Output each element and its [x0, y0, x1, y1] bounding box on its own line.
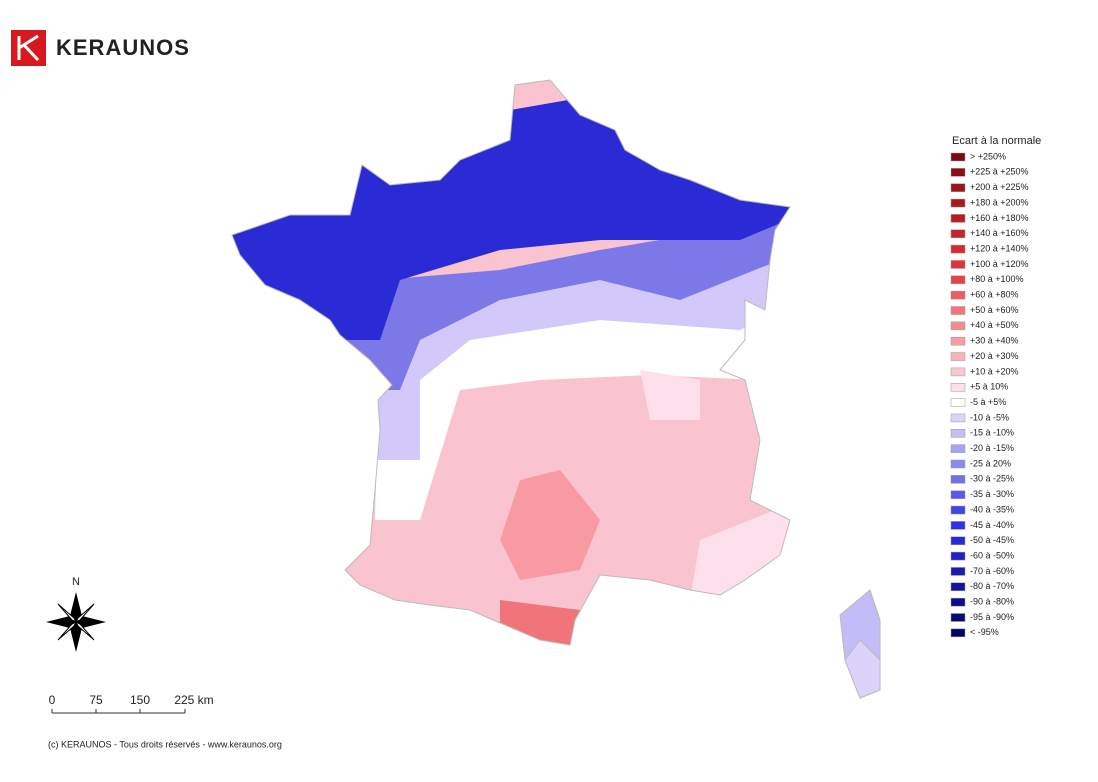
legend-title: Ecart à la normale: [952, 135, 1041, 147]
legend-label: +160 à +180%: [970, 213, 1029, 223]
legend-swatch: [950, 306, 966, 315]
legend-label: -20 à -15%: [970, 443, 1014, 453]
legend-label: > +250%: [970, 151, 1006, 161]
brand: KERAUNOS: [56, 35, 190, 60]
legend-label: -30 à -25%: [970, 474, 1014, 484]
legend-swatch: [950, 459, 966, 469]
logo: KERAUNOS: [11, 30, 190, 66]
legend-swatch: [950, 398, 966, 407]
legend-label: +100 à +120%: [970, 259, 1029, 269]
north-label: N: [72, 576, 80, 588]
legend-label: +10 à +20%: [970, 366, 1019, 376]
legend-swatch: [950, 551, 966, 561]
legend-swatch: [950, 367, 966, 377]
legend-label: -40 à -35%: [970, 504, 1014, 514]
legend-label: -25 à 20%: [970, 458, 1011, 468]
legend-label: -50 à -45%: [970, 535, 1014, 545]
legend-label: +5 à 10%: [970, 382, 1008, 392]
legend-label: -5 à +5%: [970, 397, 1006, 407]
legend-label: -60 à -50%: [970, 550, 1014, 560]
legend: Ecart à la normale > +250% +225 à +250% +2…: [950, 135, 1041, 638]
legend-swatch: [950, 383, 966, 392]
legend-swatch: [950, 244, 966, 254]
legend-label: +50 à +60%: [970, 305, 1019, 315]
legend-swatch: [950, 229, 966, 238]
legend-label: +20 à +30%: [970, 351, 1019, 361]
legend-label: -80 à -70%: [970, 581, 1014, 591]
legend-label: -45 à -40%: [970, 520, 1014, 530]
scale-label: 75: [89, 693, 103, 707]
legend-swatch: [950, 275, 966, 285]
legend-swatch: [950, 321, 966, 331]
legend-swatch: [950, 475, 966, 484]
legend-label: -90 à -80%: [970, 597, 1014, 607]
legend-label: -10 à -5%: [970, 412, 1009, 422]
scale-label: 150: [130, 693, 150, 707]
legend-label: +120 à +140%: [970, 243, 1029, 253]
legend-swatch: [950, 336, 966, 346]
copyright: (c) KERAUNOS - Tous droits réservés - ww…: [48, 739, 282, 749]
legend-label: < -95%: [970, 627, 999, 637]
legend-swatch: [950, 260, 966, 269]
legend-label: +225 à +250%: [970, 167, 1029, 177]
legend-label: +30 à +40%: [970, 336, 1019, 346]
legend-label: +60 à +80%: [970, 290, 1019, 300]
france-map: [232, 80, 790, 645]
france-outline: [231, 79, 791, 646]
legend-swatch: [950, 444, 966, 453]
legend-label: +140 à +160%: [970, 228, 1029, 238]
legend-swatch: [950, 490, 966, 499]
legend-swatch: [950, 597, 966, 607]
scale-bar: 0 75 150 225 km: [49, 693, 214, 714]
legend-swatch: [950, 521, 966, 530]
legend-swatch: [950, 613, 966, 622]
legend-swatch: [950, 429, 966, 438]
legend-label: -35 à -30%: [970, 489, 1014, 499]
legend-label: +200 à +225%: [970, 182, 1029, 192]
legend-swatch: [950, 152, 966, 162]
compass: N: [46, 576, 106, 652]
legend-swatch: [950, 536, 966, 545]
legend-label: +40 à +50%: [970, 320, 1019, 330]
legend-swatch: [950, 413, 966, 423]
legend-swatch: [950, 183, 966, 192]
legend-swatch: [950, 214, 966, 223]
scale-label: 225 km: [174, 693, 213, 707]
legend-swatch: [950, 198, 966, 208]
legend-label: -70 à -60%: [970, 566, 1014, 576]
legend-swatch: [950, 567, 966, 576]
legend-label: -15 à -10%: [970, 428, 1014, 438]
legend-label: +80 à +100%: [970, 274, 1024, 284]
legend-label: +180 à +200%: [970, 197, 1029, 207]
legend-swatch: [950, 352, 966, 361]
legend-swatch: [950, 168, 966, 177]
legend-swatch: [950, 582, 966, 592]
scale-label: 0: [49, 693, 56, 707]
legend-swatch: [950, 628, 966, 638]
legend-label: -95 à -90%: [970, 612, 1014, 622]
legend-swatch: [950, 290, 966, 300]
legend-swatch: [950, 505, 966, 515]
